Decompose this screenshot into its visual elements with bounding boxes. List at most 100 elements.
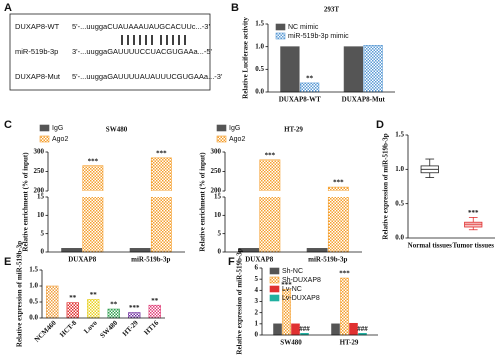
- legend-label: Ago2: [229, 136, 245, 143]
- panel-label: B: [231, 2, 239, 14]
- bar: [331, 323, 340, 336]
- legend-swatch: [39, 124, 50, 132]
- legend-swatch: [275, 32, 286, 40]
- x-tick-label: HT16: [143, 319, 161, 337]
- y-tick-label: 15: [37, 193, 45, 201]
- legend-swatch: [216, 124, 227, 132]
- bar: [299, 82, 320, 93]
- y-tick-label: 1.5: [395, 131, 404, 139]
- y-tick-label: 15: [214, 193, 222, 201]
- legend-label: Sh-NC: [282, 268, 303, 275]
- y-tick-label: 0: [218, 248, 222, 256]
- x-tick-label: DUXAP8: [245, 256, 273, 264]
- y-tick-label: 1.0: [29, 282, 38, 290]
- y-tick-label: 0.0: [395, 234, 404, 242]
- bar: [340, 277, 349, 336]
- x-tick-label: miR-519b-3p: [131, 256, 170, 264]
- row-name: DUXAP8-Mut: [15, 72, 61, 81]
- significance: ***: [333, 179, 344, 187]
- bar: [107, 308, 120, 319]
- y-tick-label: 5: [41, 229, 45, 237]
- x-tick-label: SW480: [99, 319, 120, 340]
- x-tick-label: NCM460: [33, 319, 58, 344]
- significance: ***: [129, 304, 140, 312]
- chart-title: HT-29: [284, 126, 303, 134]
- x-tick-label: DUXAP8-Mut: [342, 96, 386, 104]
- bar: [82, 165, 104, 253]
- bar: [306, 248, 328, 253]
- significance: ###: [357, 325, 368, 333]
- bar: [363, 45, 383, 93]
- legend-label: Lv-DUXAP8: [282, 295, 320, 302]
- legend-label: miR-519b-3p mimic: [288, 33, 349, 40]
- legend-label: IgG: [52, 125, 63, 132]
- significance: ***: [156, 149, 167, 157]
- significance: **: [90, 291, 98, 299]
- sequence: 3'-...uuggaGAUUUUCCUACGUGAAa...-5': [72, 47, 213, 56]
- legend-label: Sh-DUXAP8: [282, 277, 321, 284]
- sequence-box: [9, 13, 211, 91]
- y-axis-label: Relative enrichment (% of input): [22, 152, 30, 252]
- y-tick-label: 200: [34, 187, 45, 195]
- legend-swatch: [39, 135, 50, 143]
- y-tick-label: 300: [211, 148, 222, 156]
- bar: [343, 46, 364, 93]
- y-tick-label: 300: [34, 148, 45, 156]
- x-tick-label: Tumor tissues: [453, 242, 495, 250]
- legend-swatch: [269, 294, 280, 302]
- x-tick-label: HT-29: [121, 319, 140, 338]
- significance: **: [110, 301, 118, 309]
- x-tick-label: HT-29: [340, 339, 359, 347]
- y-axis-label: Relative expression of miR-519b-3p: [16, 241, 24, 347]
- significance: ***: [281, 281, 292, 289]
- y-tick-label: 0.5: [255, 65, 264, 73]
- chart-title: SW480: [106, 126, 128, 134]
- y-axis-label: Relative expression of miR-519b-3p: [382, 133, 390, 239]
- legend-label: NC mimic: [288, 24, 319, 31]
- y-tick-label: 10: [37, 211, 45, 219]
- bar: [128, 312, 141, 319]
- y-tick-label: 1.0: [255, 42, 264, 50]
- y-tick-label: 1.0: [395, 165, 404, 173]
- y-tick-label: 10: [214, 211, 222, 219]
- legend-swatch: [216, 135, 227, 143]
- x-tick-label: Lovo: [82, 319, 99, 336]
- y-tick-label: 0.0: [255, 88, 264, 96]
- y-tick-label: 6: [255, 264, 259, 272]
- bar: [87, 299, 100, 319]
- y-tick-label: 0.0: [29, 314, 38, 322]
- y-tick-label: 200: [211, 187, 222, 195]
- panel-label: A: [4, 2, 12, 14]
- y-tick-label: 5: [255, 275, 259, 283]
- bar: [280, 46, 300, 93]
- significance: ***: [88, 157, 99, 165]
- legend-label: Lv-NC: [282, 286, 302, 293]
- y-tick-label: 1.5: [255, 20, 264, 28]
- base-pairs: [121, 35, 186, 45]
- significance: **: [69, 294, 77, 302]
- y-tick-label: 2: [255, 308, 259, 316]
- y-tick-label: 0.5: [29, 298, 38, 306]
- y-tick-label: 1.5: [29, 266, 38, 274]
- bar: [66, 302, 79, 319]
- bar: [150, 157, 172, 253]
- y-tick-label: 3: [255, 297, 259, 305]
- y-tick-label: 0: [255, 331, 259, 339]
- x-tick-label: Normal tissues: [408, 242, 452, 250]
- significance: **: [151, 297, 159, 305]
- significance: ###: [299, 325, 310, 333]
- panel-label: D: [376, 119, 384, 131]
- y-axis-label: Relative Luciferase activity: [242, 17, 250, 99]
- legend-label: IgG: [229, 125, 240, 132]
- y-tick-label: 1: [255, 319, 259, 327]
- bar: [148, 304, 161, 319]
- x-tick-label: DUXAP8: [68, 256, 96, 264]
- y-tick-label: 0.5: [395, 199, 404, 207]
- bar: [259, 159, 281, 253]
- y-tick-label: 5: [218, 229, 222, 237]
- significance: ***: [265, 151, 276, 159]
- axis-break: [221, 191, 366, 197]
- y-axis-label: Relative expression of miR-519b-3p: [236, 248, 244, 354]
- sequence: 5'-...uuggaGAUUUUAUAUUUCGUGAAa...-3': [72, 72, 223, 81]
- y-axis-label: Relative enrichment (% of input): [199, 152, 207, 252]
